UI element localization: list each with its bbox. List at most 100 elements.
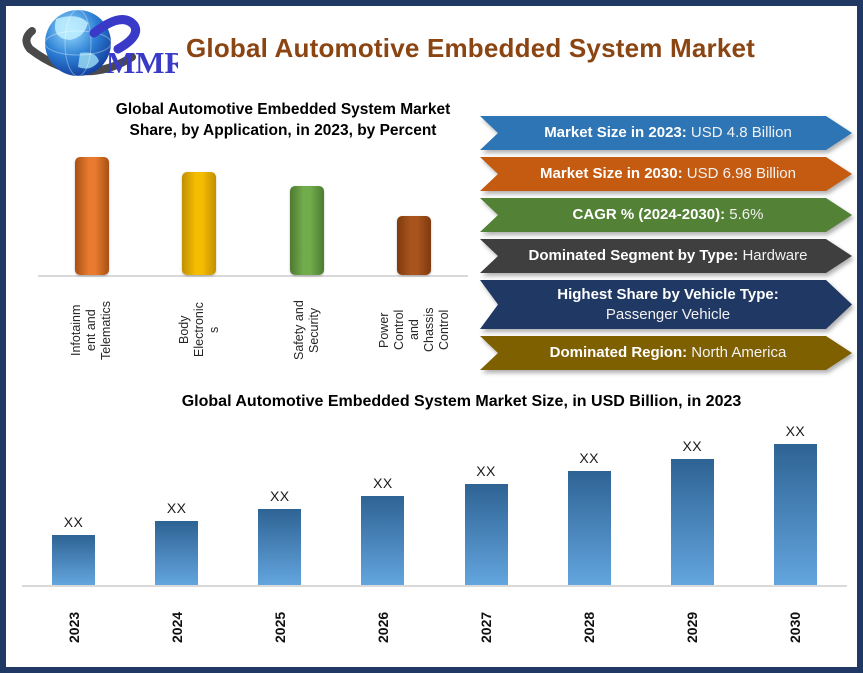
size-year-slot: 2026: [331, 595, 434, 643]
logo-swoosh-gray: [22, 26, 136, 75]
size-bar: [258, 509, 302, 586]
size-bar-slot: XX: [125, 500, 228, 586]
stat-ribbon-value: USD 6.98 Billion: [682, 165, 796, 183]
share-category-label: Power Control and Chassis Control: [377, 282, 452, 378]
share-category-label-line: Body: [176, 315, 191, 345]
size-bar: [361, 496, 405, 586]
share-category-label-line: ent and: [84, 308, 99, 351]
size-year-label: 2030: [787, 612, 804, 644]
stat-ribbon-value: Hardware: [738, 247, 808, 265]
share-category-slot: Power Control and Chassis Control: [361, 282, 469, 379]
stat-ribbon-text: CAGR % (2024-2030): 5.6%: [518, 205, 818, 225]
size-bar-data-label: XX: [682, 438, 703, 455]
mmr-logo: MMR: [20, 7, 188, 90]
size-bar-slot: XX: [641, 438, 744, 586]
share-category-label-line: Power: [376, 312, 391, 348]
stat-ribbon: Dominated Region: North America: [480, 336, 852, 370]
size-bar-data-label: XX: [166, 500, 187, 517]
size-bar-data-label: XX: [63, 514, 84, 531]
size-bar-data-label: XX: [785, 423, 806, 440]
stat-ribbon-text: Dominated Segment by Type: Hardware: [518, 246, 818, 266]
size-bar-data-label: XX: [579, 450, 600, 467]
size-bar-data-label: XX: [269, 488, 290, 505]
size-bar: [155, 521, 199, 586]
size-bar-slot: XX: [435, 463, 538, 586]
size-chart-year-labels: 2023 2024 2025 2026 2027 2028 2029 2030: [22, 587, 847, 643]
logo-text: MMR: [106, 45, 178, 80]
logo-longitude-line: [64, 9, 92, 76]
size-bar-slot: XX: [331, 475, 434, 586]
size-year-label: 2026: [374, 612, 391, 644]
stat-ribbons: Market Size in 2023: USD 4.8 Billion Mark…: [480, 116, 852, 379]
stat-ribbon: Highest Share by Vehicle Type: Passenger …: [480, 280, 852, 329]
stat-ribbon-banner: Dominated Region: North America: [480, 336, 852, 370]
size-bar-data-label: XX: [476, 463, 496, 480]
stat-ribbon-label: Highest Share by Vehicle Type:: [557, 286, 779, 303]
share-bar-slot: [146, 171, 254, 275]
share-category-label: Infotainm ent and Telematics: [69, 282, 114, 378]
market-size-chart: Global Automotive Embedded System Market…: [6, 391, 857, 643]
size-year-label: 2024: [168, 612, 185, 644]
logo-landmass-2: [78, 51, 99, 69]
share-category-label-line: Safety and: [291, 299, 306, 360]
share-category-label-line: s: [206, 326, 221, 333]
share-category-slot: Infotainm ent and Telematics: [38, 282, 146, 379]
stat-ribbon-banner: Highest Share by Vehicle Type: Passenger …: [480, 280, 852, 329]
size-bar-slot: XX: [538, 450, 641, 586]
size-year-slot: 2024: [125, 595, 228, 643]
share-category-label-line: Infotainm: [69, 304, 84, 356]
share-category-label-line: Control: [436, 309, 451, 350]
stat-ribbon-label: Dominated Region:: [549, 344, 688, 362]
share-category-label-line: and: [406, 319, 421, 341]
stat-ribbon: Market Size in 2030: USD 6.98 Billion: [480, 157, 852, 191]
size-bar: [52, 535, 96, 586]
size-year-slot: 2025: [228, 595, 331, 643]
stat-ribbon-text: Market Size in 2023: USD 4.8 Billion: [518, 123, 818, 143]
share-category-label-line: Chassis: [421, 307, 436, 353]
stat-ribbon-label: Dominated Segment by Type:: [528, 247, 739, 265]
logo-latitude-line: [44, 30, 112, 55]
share-bar-slot: [38, 156, 146, 275]
stat-ribbon-value: 5.6%: [725, 206, 764, 224]
size-bar: [464, 484, 508, 586]
mmr-logo-graphic: MMR: [22, 9, 188, 80]
stat-ribbon: Dominated Segment by Type: Hardware: [480, 239, 852, 273]
share-category-label-line: Telematics: [99, 300, 114, 360]
share-category-label: Body Electronic s: [177, 282, 222, 378]
share-bar-slot: [361, 215, 469, 275]
share-bar: [397, 215, 432, 275]
stat-ribbon-text: Market Size in 2030: USD 6.98 Billion: [518, 164, 818, 184]
size-year-label: 2023: [65, 612, 82, 644]
stat-ribbon: Market Size in 2023: USD 4.8 Billion: [480, 116, 852, 150]
share-chart-category-labels: Infotainm ent and Telematics Body Electronic…: [38, 277, 468, 379]
top-section: Global Automotive Embedded System Market…: [6, 90, 857, 379]
stat-ribbon-value: USD 4.8 Billion: [686, 124, 792, 142]
size-year-label: 2028: [581, 612, 598, 644]
stat-ribbon-label: Market Size in 2030:: [540, 165, 683, 183]
size-bar: [670, 459, 714, 586]
size-bar: [567, 471, 611, 586]
share-chart-title: Global Automotive Embedded System Market…: [115, 101, 451, 139]
size-bar-slot: XX: [228, 488, 331, 586]
size-year-slot: 2029: [641, 595, 744, 643]
share-category-label-line: Security: [306, 307, 321, 353]
share-bar: [289, 185, 324, 275]
header: MMR Global Automotive Embedded System Ma…: [6, 6, 857, 90]
size-bar-slot: XX: [744, 423, 847, 586]
logo-swoosh-blue: [89, 14, 141, 53]
application-share-chart: Global Automotive Embedded System Market…: [12, 90, 480, 379]
size-year-slot: 2030: [744, 595, 847, 643]
size-bar-data-label: XX: [373, 475, 393, 492]
stat-ribbon: CAGR % (2024-2030): 5.6%: [480, 198, 852, 232]
logo-landmass: [54, 15, 88, 40]
size-year-slot: 2027: [435, 595, 538, 643]
size-year-label: 2027: [478, 612, 495, 644]
stat-ribbon-value: Passenger Vehicle: [605, 305, 731, 323]
stat-ribbon-banner: Dominated Segment by Type: Hardware: [480, 239, 852, 273]
size-bar-slot: XX: [22, 514, 125, 586]
size-year-label: 2025: [271, 612, 288, 644]
stat-ribbon-banner: Market Size in 2030: USD 6.98 Billion: [480, 157, 852, 191]
stat-ribbon-banner: Market Size in 2023: USD 4.8 Billion: [480, 116, 852, 150]
size-chart-plot: XX XX XX XX XX XX XX XX: [22, 419, 847, 588]
